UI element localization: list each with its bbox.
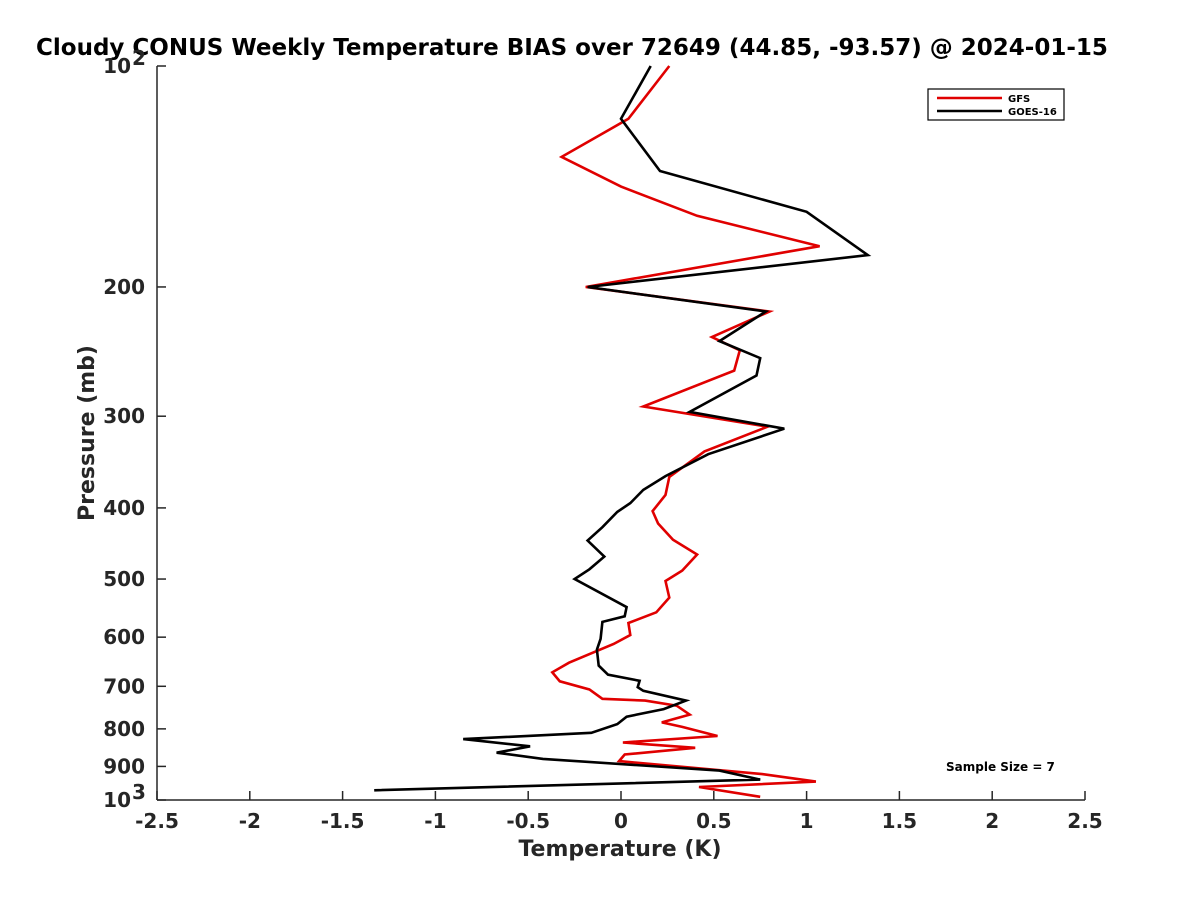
x-tick-label: -1.5 [321,809,365,833]
y-axis-label: Pressure (mb) [75,345,100,521]
x-tick-label: -1 [424,809,446,833]
y-tick-label: 400 [103,496,145,520]
y-tick-label: 600 [103,625,145,649]
x-tick-label: 1 [800,809,814,833]
y-tick-label: 500 [103,567,145,591]
y-tick-label: 800 [103,717,145,741]
y-tick-label: 200 [103,275,145,299]
y-tick-exponent: 2 [132,46,146,70]
series-layer [374,65,872,799]
legend: GFS GOES-16 [927,88,1065,121]
x-tick-label: 0.5 [696,809,731,833]
y-tick-label: 300 [103,404,145,428]
legend-box [927,88,1065,121]
legend-label-gfs: GFS [1008,94,1030,105]
x-tick-label: 1.5 [882,809,917,833]
legend-label-goes16: GOES-16 [1008,107,1057,118]
y-tick-label: 900 [103,754,145,778]
chart-title: Cloudy CONUS Weekly Temperature BIAS ove… [36,35,1108,61]
series-line-gfs [550,65,820,799]
x-tick-label: 0 [614,809,628,833]
y-tick-label: 700 [103,674,145,698]
x-tick-label: -0.5 [506,809,550,833]
axes: -2.5 -2 -1.5 -1 -0.5 0 0.5 1 1.5 2 2.510 2200300400… [103,46,1103,833]
y-tick-label: 10 [103,54,131,78]
series-line-goes16 [374,65,872,792]
x-tick-label: 2.5 [1067,809,1102,833]
y-tick-exponent: 3 [132,780,146,804]
sample-size-annotation: Sample Size = 7 [946,760,1055,774]
x-tick-label: 2 [985,809,999,833]
x-tick-label: -2.5 [135,809,179,833]
x-axis-label: Temperature (K) [518,837,721,862]
x-tick-label: -2 [239,809,261,833]
y-tick-label: 10 [103,788,131,812]
